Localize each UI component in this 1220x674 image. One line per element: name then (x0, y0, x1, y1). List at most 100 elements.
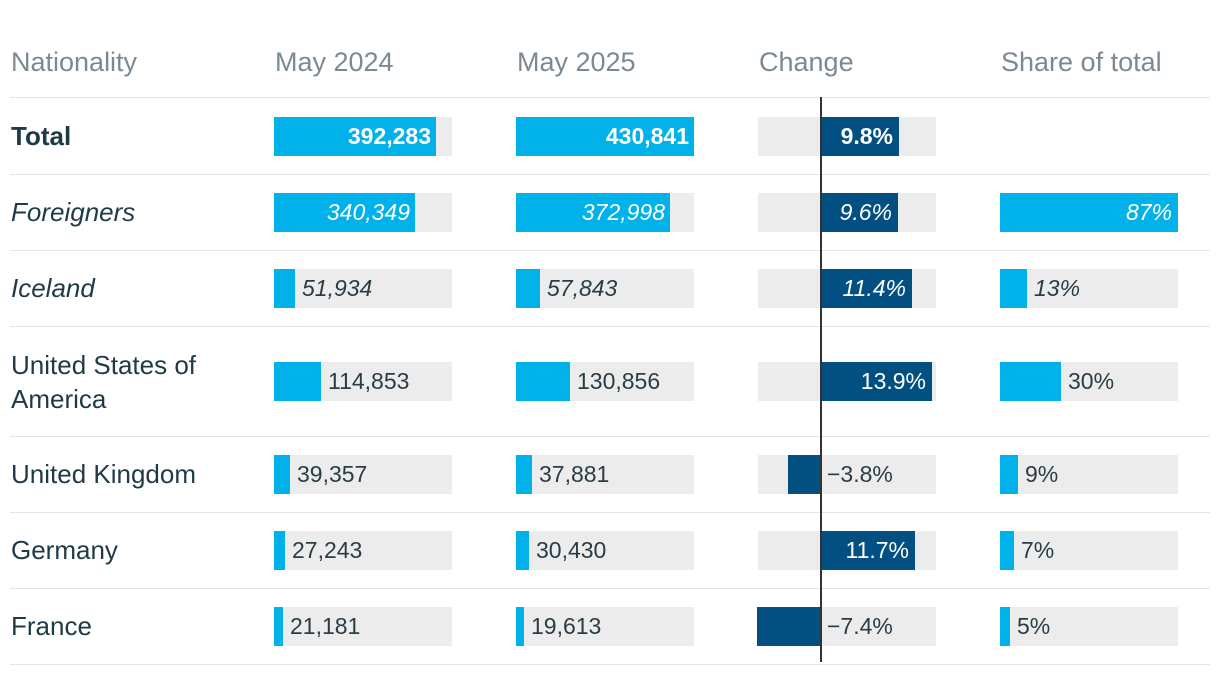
bar-track: 392,283 (274, 117, 452, 156)
share-bar (1000, 193, 1178, 232)
visitor-bar (274, 193, 415, 232)
bar-track: 430,841 (516, 117, 694, 156)
row-label: Foreigners (11, 197, 136, 227)
value-label: 372,998 (581, 199, 665, 225)
header-nationality: Nationality (11, 47, 138, 77)
header-separator (10, 97, 1210, 98)
visitor-bar (516, 269, 540, 308)
value-label: 114,853 (328, 368, 410, 394)
change-bar (821, 531, 915, 570)
visitor-bar (516, 607, 524, 646)
share-track: 87% (1000, 193, 1178, 232)
row-separator (10, 174, 1210, 175)
bar-track: 19,613 (516, 607, 694, 646)
change-track: −7.4% (757, 607, 936, 646)
visitor-bar (274, 117, 436, 156)
bar-track: 21,181 (274, 607, 452, 646)
change-label: 11.4% (842, 275, 906, 301)
row-separator (10, 664, 1210, 665)
visitor-bar (516, 455, 532, 494)
visitor-bar (516, 362, 570, 401)
share-label: 87% (1125, 199, 1172, 225)
visitor-bar (516, 193, 670, 232)
header-may-2024: May 2024 (275, 47, 394, 77)
change-label: −3.8% (827, 461, 893, 487)
visitor-bar (274, 531, 285, 570)
change-bar (821, 362, 932, 401)
share-bar (1000, 531, 1014, 570)
row-label: Germany (11, 535, 118, 565)
row-separator (10, 326, 1210, 327)
change-track: 9.6% (758, 193, 936, 232)
visitor-bar (274, 607, 283, 646)
change-bar (821, 117, 899, 156)
visitor-bar (516, 117, 694, 156)
share-track: 30% (1000, 362, 1178, 401)
share-label: 9% (1025, 461, 1059, 487)
value-label: 340,349 (326, 199, 410, 225)
value-label: 21,181 (290, 613, 361, 639)
share-track: 5% (1000, 607, 1178, 646)
change-label: 11.7% (845, 537, 909, 563)
change-bar (788, 455, 821, 494)
value-label: 51,934 (302, 275, 373, 301)
change-track: 9.8% (758, 117, 936, 156)
row-label: United Kingdom (11, 459, 196, 489)
bar-track: 27,243 (274, 531, 452, 570)
visitor-bar (274, 362, 321, 401)
change-label: −7.4% (827, 613, 893, 639)
share-label: 30% (1068, 368, 1115, 394)
share-label: 13% (1034, 275, 1081, 301)
row-separator (10, 250, 1210, 251)
bar-track: 372,998 (516, 193, 694, 232)
bar-track: 51,934 (274, 269, 452, 308)
bar-track: 30,430 (516, 531, 694, 570)
bar-track: 39,357 (274, 455, 452, 494)
change-zero-line (820, 97, 822, 662)
row-label: France (11, 611, 92, 641)
change-label: 13.9% (860, 368, 926, 394)
change-bar (757, 607, 821, 646)
row-label: Iceland (11, 273, 95, 303)
value-label: 30,430 (536, 537, 607, 563)
bar-track: 37,881 (516, 455, 694, 494)
bar-track: 340,349 (274, 193, 452, 232)
row-separator (10, 588, 1210, 589)
change-track: 11.4% (758, 269, 936, 308)
change-bar (821, 193, 898, 232)
share-label: 7% (1021, 537, 1055, 563)
change-bar (821, 269, 912, 308)
share-bar (1000, 362, 1061, 401)
row-label: United States of America (11, 350, 196, 414)
row-separator (10, 436, 1210, 437)
share-track: 7% (1000, 531, 1178, 570)
share-bar (1000, 607, 1010, 646)
visitor-bar (274, 269, 295, 308)
header-may-2025: May 2025 (517, 47, 636, 77)
share-label: 5% (1017, 613, 1051, 639)
share-track: 9% (1000, 455, 1178, 494)
value-label: 392,283 (347, 123, 431, 149)
change-track: 11.7% (758, 531, 936, 570)
change-label: 9.8% (840, 123, 893, 149)
header-share-of-total: Share of total (1001, 47, 1162, 77)
bar-track: 57,843 (516, 269, 694, 308)
value-label: 37,881 (539, 461, 610, 487)
row-label: Total (11, 121, 72, 151)
value-label: 39,357 (297, 461, 368, 487)
row-separator (10, 512, 1210, 513)
visitor-bar (274, 455, 290, 494)
value-label: 57,843 (547, 275, 618, 301)
bar-track: 130,856 (516, 362, 694, 401)
value-label: 430,841 (605, 123, 689, 149)
visitor-bar (516, 531, 529, 570)
header-change: Change (759, 47, 854, 77)
share-bar (1000, 455, 1018, 494)
value-label: 19,613 (531, 613, 602, 639)
change-track: 13.9% (758, 362, 936, 401)
value-label: 130,856 (577, 368, 661, 394)
change-label: 9.6% (839, 199, 892, 225)
change-track: −3.8% (758, 455, 936, 494)
bar-track: 114,853 (274, 362, 452, 401)
share-bar (1000, 269, 1027, 308)
